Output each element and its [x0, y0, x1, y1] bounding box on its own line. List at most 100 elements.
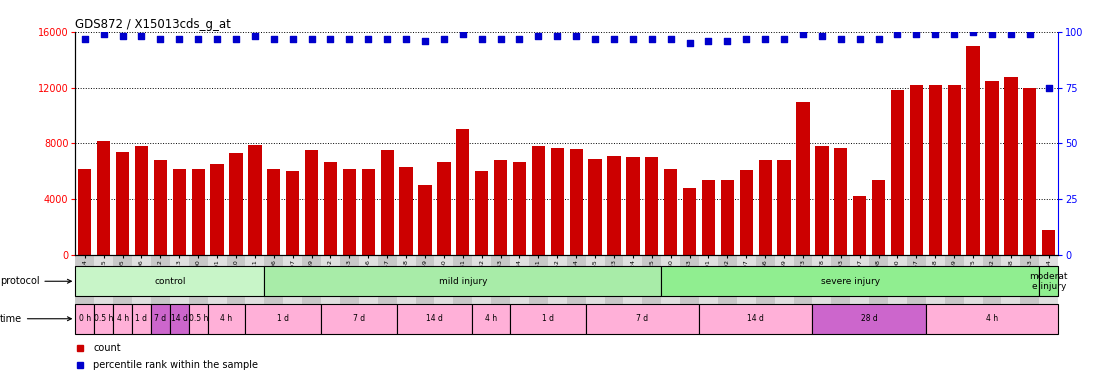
- Text: 14 d: 14 d: [425, 314, 443, 323]
- Bar: [683, 188, 696, 255]
- Bar: [1039, 266, 1058, 296]
- Bar: [947, 85, 961, 255]
- Point: [378, 36, 396, 42]
- Bar: [265, 255, 284, 333]
- Bar: [170, 255, 188, 333]
- Bar: [419, 185, 432, 255]
- Bar: [229, 153, 243, 255]
- Bar: [265, 266, 661, 296]
- Text: 0 h: 0 h: [79, 314, 91, 323]
- Text: 4 h: 4 h: [485, 314, 497, 323]
- Point: [1020, 31, 1038, 37]
- Bar: [907, 255, 926, 333]
- Bar: [1043, 230, 1055, 255]
- Bar: [475, 171, 489, 255]
- Bar: [910, 85, 923, 255]
- Text: control: control: [154, 277, 186, 286]
- Text: 4 h: 4 h: [116, 314, 129, 323]
- Point: [302, 36, 320, 42]
- Bar: [151, 304, 170, 334]
- Point: [680, 40, 698, 46]
- Text: 1 d: 1 d: [542, 314, 554, 323]
- Point: [738, 36, 756, 42]
- Bar: [192, 168, 205, 255]
- Point: [757, 36, 774, 42]
- Text: 14 d: 14 d: [171, 314, 187, 323]
- Bar: [605, 255, 624, 333]
- Bar: [699, 255, 718, 333]
- Point: [321, 36, 339, 42]
- Bar: [173, 168, 186, 255]
- Point: [492, 36, 510, 42]
- Point: [359, 36, 377, 42]
- Bar: [116, 152, 130, 255]
- Point: [548, 33, 566, 39]
- Bar: [170, 304, 188, 334]
- Bar: [570, 149, 583, 255]
- Text: 4 h: 4 h: [220, 314, 233, 323]
- Bar: [246, 255, 265, 333]
- Bar: [434, 255, 453, 333]
- Point: [435, 36, 453, 42]
- Bar: [626, 158, 639, 255]
- Bar: [586, 255, 605, 333]
- Point: [870, 36, 888, 42]
- Bar: [248, 145, 261, 255]
- Point: [567, 33, 585, 39]
- Bar: [985, 81, 998, 255]
- Bar: [929, 85, 942, 255]
- Bar: [340, 255, 359, 333]
- Bar: [94, 304, 113, 334]
- Bar: [397, 304, 472, 334]
- Bar: [397, 255, 416, 333]
- Point: [699, 38, 717, 44]
- Point: [530, 33, 547, 39]
- Bar: [513, 162, 526, 255]
- Point: [171, 36, 188, 42]
- Bar: [588, 159, 602, 255]
- Point: [776, 36, 793, 42]
- Bar: [456, 129, 470, 255]
- Bar: [850, 255, 869, 333]
- Bar: [872, 180, 885, 255]
- Text: 28 d: 28 d: [861, 314, 878, 323]
- Bar: [472, 304, 510, 334]
- Bar: [302, 255, 321, 333]
- Text: 7 d: 7 d: [154, 314, 166, 323]
- Bar: [321, 255, 340, 333]
- Point: [1039, 85, 1057, 91]
- Bar: [1023, 88, 1036, 255]
- Point: [889, 31, 906, 37]
- Text: 1 d: 1 d: [135, 314, 147, 323]
- Bar: [494, 160, 507, 255]
- Bar: [286, 171, 299, 255]
- Bar: [529, 255, 547, 333]
- Bar: [98, 141, 111, 255]
- Bar: [324, 162, 337, 255]
- Point: [945, 31, 963, 37]
- Text: 0.5 h: 0.5 h: [94, 314, 113, 323]
- Bar: [321, 304, 397, 334]
- Point: [813, 33, 831, 39]
- Text: 7 d: 7 d: [352, 314, 365, 323]
- Text: 4 h: 4 h: [986, 314, 998, 323]
- Text: 1 d: 1 d: [277, 314, 289, 323]
- Point: [152, 36, 170, 42]
- Text: 0.5 h: 0.5 h: [188, 314, 208, 323]
- Bar: [188, 255, 207, 333]
- Point: [133, 33, 151, 39]
- Point: [907, 31, 925, 37]
- Bar: [815, 146, 829, 255]
- Bar: [699, 304, 812, 334]
- Text: moderat
e injury: moderat e injury: [1029, 272, 1068, 291]
- Point: [661, 36, 679, 42]
- Bar: [207, 255, 226, 333]
- Bar: [701, 180, 715, 255]
- Bar: [853, 196, 866, 255]
- Bar: [551, 148, 564, 255]
- Point: [284, 36, 301, 42]
- Bar: [135, 146, 148, 255]
- Bar: [718, 255, 737, 333]
- Bar: [510, 304, 586, 334]
- Bar: [188, 304, 207, 334]
